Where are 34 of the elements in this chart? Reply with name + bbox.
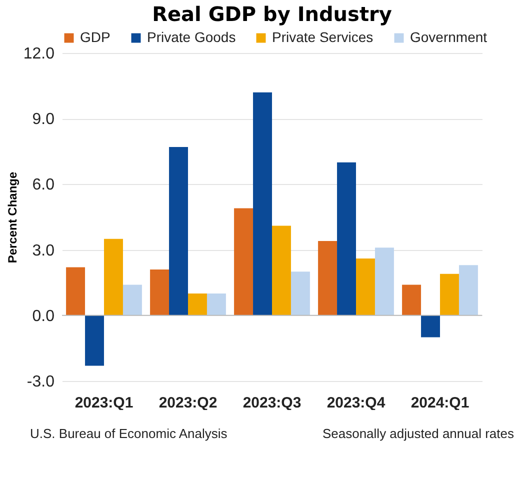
bar <box>206 294 226 316</box>
bar <box>150 269 170 316</box>
text: Seasonally adjusted annual rates <box>322 426 514 441</box>
y-axis-title: Percent Change <box>5 171 20 264</box>
bar <box>169 147 188 316</box>
bar <box>272 226 291 316</box>
y-tick-label: 12.0 <box>23 46 55 62</box>
bar <box>440 274 459 316</box>
bar <box>402 284 422 316</box>
y-tick-label: 9.0 <box>32 111 55 128</box>
legend-label: Government <box>410 29 488 45</box>
bar <box>85 315 104 366</box>
bar <box>374 248 394 316</box>
bar <box>318 241 338 316</box>
bar <box>188 294 207 316</box>
bar <box>66 267 86 316</box>
y-tick-label: -3.0 <box>26 374 55 390</box>
bar <box>234 208 254 316</box>
y-tick-label: 6.0 <box>32 176 55 194</box>
bar <box>421 315 440 338</box>
bar <box>290 272 310 316</box>
legend-label: Private Goods <box>147 29 236 45</box>
legend-label: Private Services <box>272 29 374 45</box>
y-tick-label: 0.0 <box>32 308 55 325</box>
bar <box>104 238 123 316</box>
bar <box>337 162 356 316</box>
text: U.S. Bureau of Economic Analysis <box>30 426 228 441</box>
bar <box>253 92 272 316</box>
bar <box>356 258 375 316</box>
y-tick-label: 3.0 <box>32 242 55 260</box>
legend-label: GDP <box>80 29 110 45</box>
bar <box>458 265 478 316</box>
bar <box>122 284 142 316</box>
chart-title: Real GDP by Industry <box>152 2 392 26</box>
